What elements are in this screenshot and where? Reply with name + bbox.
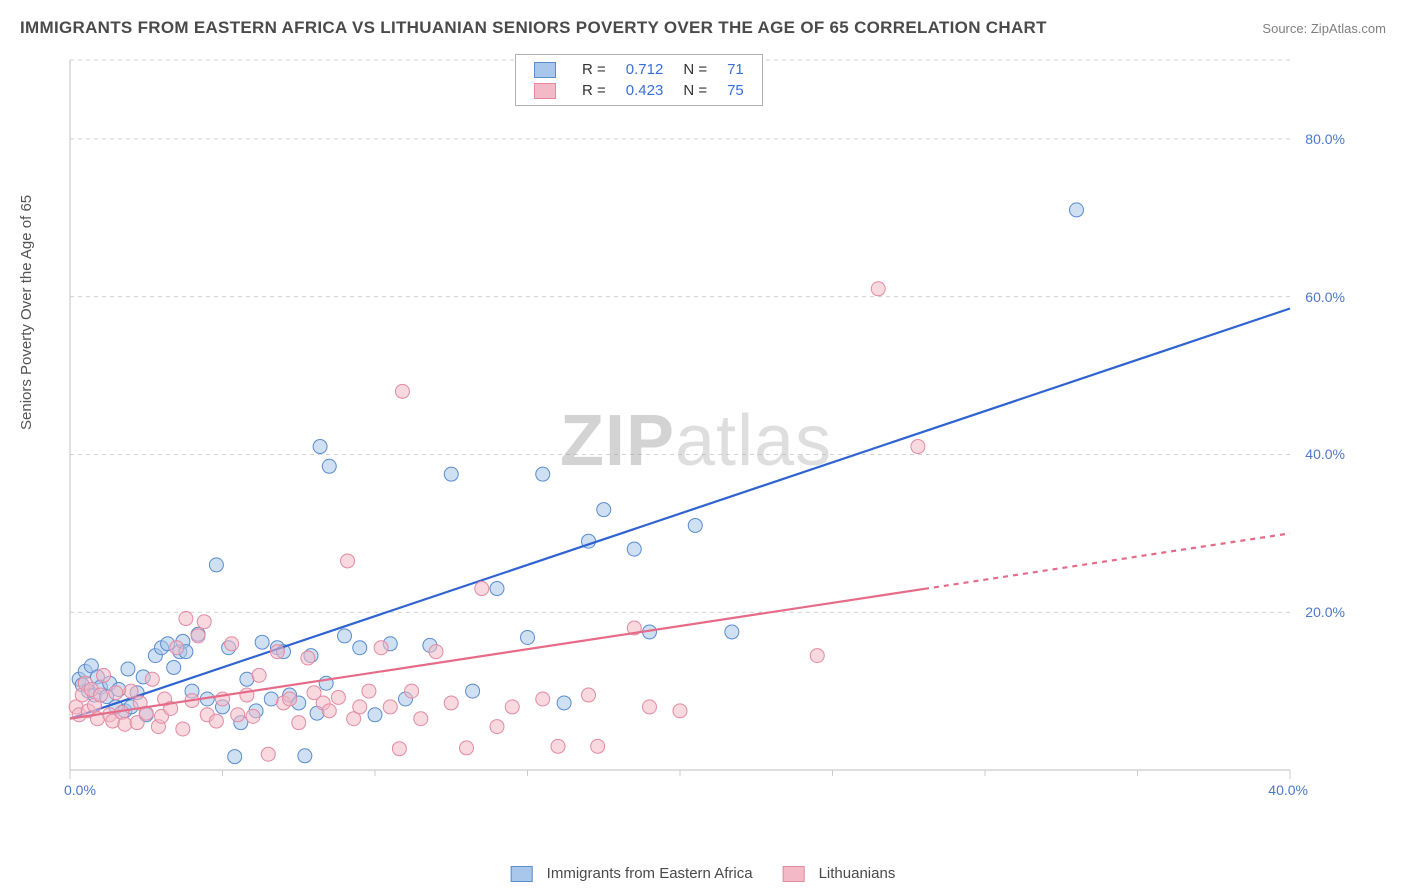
- legend-swatch: [783, 866, 805, 882]
- data-point: [475, 582, 489, 596]
- data-point: [301, 651, 315, 665]
- data-point: [353, 700, 367, 714]
- tick-label: 40.0%: [1305, 446, 1345, 462]
- y-axis-label: Seniors Poverty Over the Age of 65: [18, 195, 35, 430]
- data-point: [505, 700, 519, 714]
- data-point: [255, 635, 269, 649]
- data-point: [97, 668, 111, 682]
- data-point: [911, 440, 925, 454]
- series-legend: Immigrants from Eastern Africa Lithuanian…: [511, 865, 896, 882]
- scatter-chart: [60, 50, 1360, 810]
- data-point: [228, 750, 242, 764]
- data-point: [810, 649, 824, 663]
- legend-label: Lithuanians: [819, 865, 896, 882]
- data-point: [341, 554, 355, 568]
- data-point: [322, 704, 336, 718]
- data-point: [444, 696, 458, 710]
- tick-label: 80.0%: [1305, 131, 1345, 147]
- data-point: [322, 459, 336, 473]
- trend-line-extrapolated: [924, 533, 1290, 589]
- data-point: [392, 742, 406, 756]
- data-point: [871, 282, 885, 296]
- legend-item: Immigrants from Eastern Africa: [511, 865, 753, 882]
- data-point: [124, 684, 138, 698]
- data-point: [331, 690, 345, 704]
- data-point: [179, 612, 193, 626]
- n-value: 71: [717, 59, 754, 80]
- trend-line: [70, 309, 1290, 719]
- data-point: [1070, 203, 1084, 217]
- data-point: [368, 708, 382, 722]
- data-point: [338, 629, 352, 643]
- data-point: [191, 629, 205, 643]
- data-point: [444, 467, 458, 481]
- tick-label: 20.0%: [1305, 604, 1345, 620]
- legend-item: Lithuanians: [783, 865, 896, 882]
- legend-label: Immigrants from Eastern Africa: [547, 865, 753, 882]
- data-point: [209, 558, 223, 572]
- data-point: [298, 749, 312, 763]
- data-point: [209, 714, 223, 728]
- data-point: [283, 692, 297, 706]
- data-point: [521, 630, 535, 644]
- data-point: [536, 692, 550, 706]
- data-point: [383, 700, 397, 714]
- data-point: [405, 684, 419, 698]
- data-point: [313, 440, 327, 454]
- data-point: [170, 641, 184, 655]
- data-point: [466, 684, 480, 698]
- data-point: [246, 709, 260, 723]
- data-point: [270, 645, 284, 659]
- data-point: [362, 684, 376, 698]
- source-attribution: Source: ZipAtlas.com: [1262, 21, 1386, 36]
- data-point: [225, 637, 239, 651]
- data-point: [292, 716, 306, 730]
- correlation-legend: R =0.712N =71R =0.423N =75: [515, 54, 763, 106]
- data-point: [490, 720, 504, 734]
- data-point: [643, 700, 657, 714]
- legend-swatch: [534, 83, 556, 99]
- data-point: [353, 641, 367, 655]
- data-point: [557, 696, 571, 710]
- data-point: [597, 503, 611, 517]
- data-point: [261, 747, 275, 761]
- data-point: [490, 582, 504, 596]
- data-point: [460, 741, 474, 755]
- legend-row: R =0.712N =71: [524, 59, 754, 80]
- tick-label: 40.0%: [1268, 782, 1308, 798]
- data-point: [167, 660, 181, 674]
- data-point: [551, 739, 565, 753]
- legend-swatch: [511, 866, 533, 882]
- n-value: 75: [717, 80, 754, 101]
- data-point: [591, 739, 605, 753]
- data-point: [176, 722, 190, 736]
- data-point: [252, 668, 266, 682]
- tick-label: 0.0%: [64, 782, 96, 798]
- data-point: [725, 625, 739, 639]
- r-value: 0.712: [616, 59, 674, 80]
- plot-area: R =0.712N =71R =0.423N =75 ZIPatlas 20.0…: [60, 50, 1360, 810]
- data-point: [429, 645, 443, 659]
- data-point: [673, 704, 687, 718]
- chart-title: IMMIGRANTS FROM EASTERN AFRICA VS LITHUA…: [20, 18, 1047, 38]
- data-point: [94, 688, 108, 702]
- data-point: [582, 688, 596, 702]
- title-bar: IMMIGRANTS FROM EASTERN AFRICA VS LITHUA…: [20, 18, 1386, 38]
- legend-swatch: [534, 62, 556, 78]
- data-point: [109, 686, 123, 700]
- data-point: [121, 662, 135, 676]
- data-point: [197, 615, 211, 629]
- data-point: [231, 708, 245, 722]
- trend-line: [70, 589, 924, 719]
- data-point: [395, 384, 409, 398]
- data-point: [145, 672, 159, 686]
- data-point: [536, 467, 550, 481]
- data-point: [374, 641, 388, 655]
- data-point: [627, 542, 641, 556]
- r-value: 0.423: [616, 80, 674, 101]
- data-point: [414, 712, 428, 726]
- data-point: [688, 518, 702, 532]
- tick-label: 60.0%: [1305, 289, 1345, 305]
- legend-row: R =0.423N =75: [524, 80, 754, 101]
